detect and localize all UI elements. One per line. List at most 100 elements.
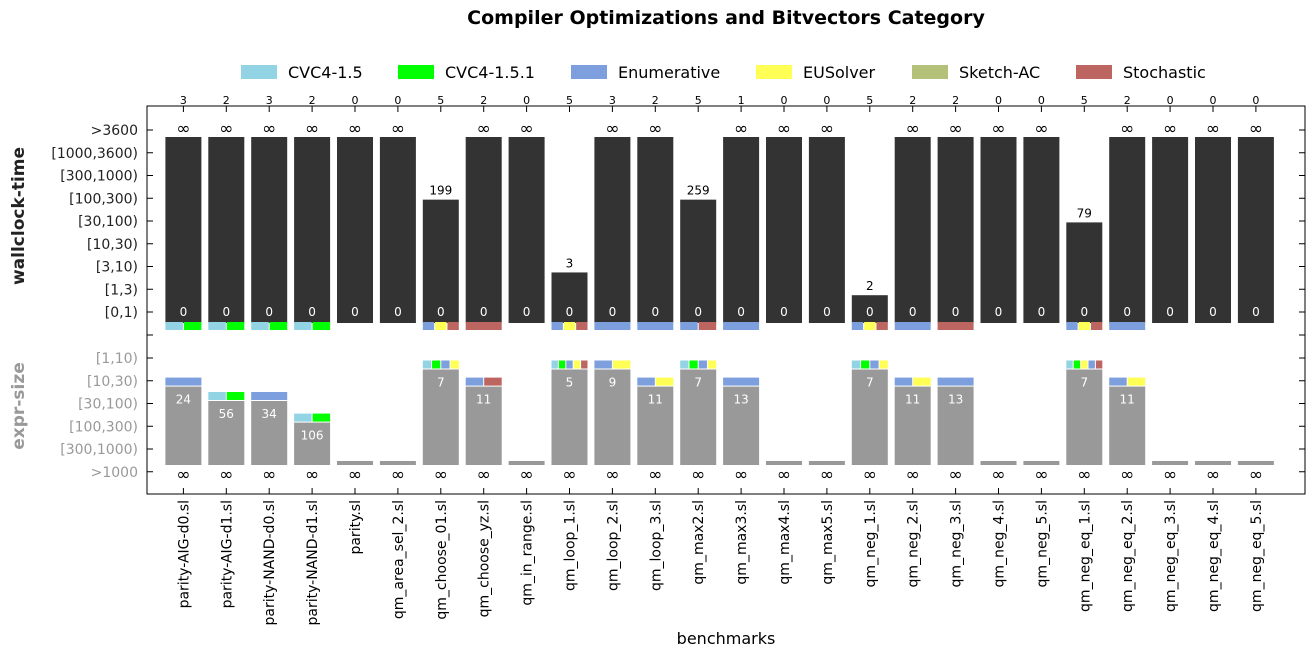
solved-count: 5 <box>866 94 873 107</box>
benchmark-group-qm_neg_eq_2.sl: 2 ∞ 0 11 ∞ <box>1109 94 1146 494</box>
benchmark-group-parity-NAND-d1.sl: 2 ∞ 0 106 ∞ <box>294 94 331 494</box>
solved-count: 5 <box>1081 94 1088 107</box>
y-tick-label-time: [10,30) <box>87 237 138 253</box>
time-zero-label: 0 <box>651 305 659 319</box>
y-tick-label-time: [3,10) <box>96 260 138 276</box>
size-infinity-label: ∞ <box>391 465 405 485</box>
benchmark-group-qm_neg_5.sl: 0 ∞ 0 ∞ <box>1023 94 1060 494</box>
smallest-strip-Enumerative <box>894 377 913 386</box>
smallest-strip-Enumerative <box>937 377 974 386</box>
size-infinity-label: ∞ <box>434 465 448 485</box>
x-tick-label: qm_loop_3.sl <box>648 500 664 591</box>
benchmark-group-qm_choose_01.sl: 5 199 0 7 ∞ <box>422 94 459 494</box>
smallest-strip-CVC4-1.5 <box>551 360 558 369</box>
time-zero-label: 0 <box>1209 305 1217 319</box>
time-zero-label: 0 <box>394 305 402 319</box>
y-axis-time: [0,1) [1,3) [3,10) [10,30) [30,100) [100,300)… <box>51 123 1305 321</box>
smallest-strip-Enumerative <box>465 377 484 386</box>
size-value-label: 9 <box>609 376 617 390</box>
benchmark-group-qm_max5.sl: 0 ∞ 0 ∞ <box>808 94 845 494</box>
y-tick-label-time: [100,300) <box>69 191 138 207</box>
time-bar <box>508 137 545 323</box>
smallest-strip-Stochastic <box>484 377 502 386</box>
time-zero-label: 0 <box>1166 305 1174 319</box>
time-bar <box>422 199 459 323</box>
fastest-strip-Enumerative <box>551 322 563 330</box>
size-value-label: 11 <box>648 393 663 407</box>
size-value-label: 7 <box>437 376 445 390</box>
smallest-strip-CVC4-1.5 <box>294 413 312 422</box>
size-infinity-label: ∞ <box>348 465 362 485</box>
solved-count: 0 <box>1038 94 1045 107</box>
solved-count: 0 <box>1167 94 1174 107</box>
time-infinity-label: ∞ <box>734 119 748 139</box>
time-zero-label: 0 <box>780 305 788 319</box>
time-zero-label: 0 <box>823 305 831 319</box>
time-infinity-label: ∞ <box>176 119 190 139</box>
benchmark-group-qm_loop_3.sl: 2 ∞ 0 11 ∞ <box>637 94 674 494</box>
benchmark-group-qm_neg_eq_5.sl: 0 ∞ 0 ∞ <box>1237 94 1274 494</box>
fastest-strip-Stochastic <box>1090 322 1103 330</box>
solved-count: 1 <box>738 94 745 107</box>
size-bar <box>851 369 888 465</box>
fastest-strip-CVC4-1.5 <box>294 322 312 330</box>
size-bar <box>1023 461 1060 465</box>
x-tick-label: qm_loop_2.sl <box>605 500 621 591</box>
smallest-strip-EUSolver <box>707 360 717 369</box>
size-bar <box>766 461 802 465</box>
smallest-strip-Enumerative <box>637 377 655 386</box>
y-axis-size: [1,10) [10,30) [30,100) [100,300) [300,1000)… <box>60 334 1305 481</box>
time-value-label: 3 <box>566 256 574 270</box>
time-infinity-label: ∞ <box>1249 119 1263 139</box>
size-bar <box>1109 386 1146 465</box>
size-value-label: 13 <box>948 393 963 407</box>
legend-label-EUSolver: EUSolver <box>803 63 876 82</box>
legend-label-Stochastic: Stochastic <box>1123 63 1206 82</box>
time-bar <box>1152 137 1189 323</box>
time-zero-label: 0 <box>480 305 488 319</box>
smallest-strip-EUSolver <box>612 360 631 369</box>
size-infinity-label: ∞ <box>820 465 834 485</box>
time-bar <box>808 137 845 323</box>
size-value-label: 34 <box>262 407 277 421</box>
benchmark-group-qm_max2.sl: 5 259 0 7 ∞ <box>680 94 717 494</box>
size-infinity-label: ∞ <box>734 465 748 485</box>
size-infinity-label: ∞ <box>520 465 534 485</box>
y-tick-label-time: >3600 <box>91 123 138 139</box>
solved-count: 0 <box>1252 94 1259 107</box>
size-infinity-label: ∞ <box>477 465 491 485</box>
time-infinity-label: ∞ <box>1120 119 1134 139</box>
y-tick-label-size: [100,300) <box>69 419 138 435</box>
size-bar <box>337 461 373 465</box>
size-bar <box>637 386 674 465</box>
smallest-strip-CVC4-1.5.1 <box>226 392 245 400</box>
time-bar <box>379 137 416 323</box>
time-bar <box>1066 222 1103 323</box>
bars: 3 ∞ 0 24 ∞ 2 ∞ 0 56 ∞ 3 ∞ 0 34 ∞ 2 ∞ 0 106 ∞ 0 ∞ 0 ∞ 0 ∞ 0 ∞ 5 199 0 7 ∞… <box>165 94 1274 494</box>
x-tick-label: qm_neg_eq_1.sl <box>1077 500 1093 612</box>
size-value-label: 11 <box>905 393 920 407</box>
x-tick-label: qm_neg_eq_4.sl <box>1206 500 1222 612</box>
smallest-strip-EUSolver <box>573 360 581 369</box>
benchmark-group-parity-AIG-d1.sl: 2 ∞ 0 56 ∞ <box>208 94 245 494</box>
legend-label-Sketch-AC: Sketch-AC <box>959 63 1040 82</box>
size-bar <box>208 401 245 465</box>
time-bar <box>723 137 760 323</box>
fastest-strip-Enumerative <box>637 322 674 330</box>
solved-count: 0 <box>523 94 530 107</box>
x-tick-label: qm_max4.sl <box>777 500 793 585</box>
size-infinity-label: ∞ <box>777 465 791 485</box>
size-bar <box>680 369 717 465</box>
solved-count: 2 <box>652 94 659 107</box>
size-bar <box>1066 369 1103 465</box>
time-zero-label: 0 <box>308 305 316 319</box>
time-zero-label: 0 <box>265 305 273 319</box>
time-infinity-label: ∞ <box>348 119 362 139</box>
fastest-strip-Stochastic <box>576 322 588 330</box>
x-tick-label: parity-AIG-d0.sl <box>176 500 192 608</box>
size-value-label: 106 <box>301 429 324 443</box>
size-infinity-label: ∞ <box>1249 465 1263 485</box>
smallest-strip-CVC4-1.5 <box>1066 360 1073 369</box>
smallest-strip-Enumerative <box>723 377 760 386</box>
legend-swatch-EUSolver <box>756 65 792 79</box>
